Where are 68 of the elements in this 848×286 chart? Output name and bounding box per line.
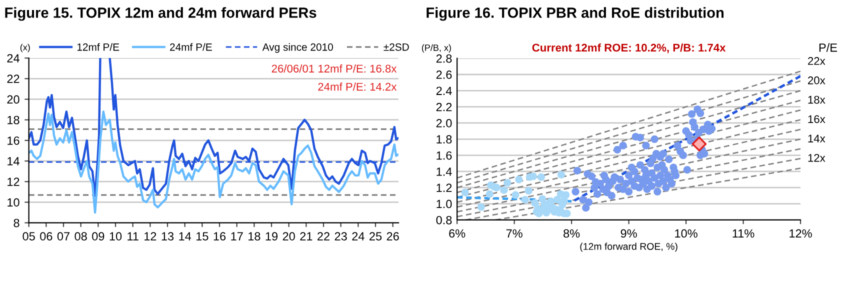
x-tick-label: 9% xyxy=(620,229,637,238)
y-tick-label: 1.8 xyxy=(436,135,452,144)
chart-title: Figure 16. TOPIX PBR and RoE distribution xyxy=(426,7,724,21)
x-tick-label: 08 xyxy=(74,232,87,240)
y-tick-label: 2.4 xyxy=(436,86,452,95)
y-tick-label: 10 xyxy=(8,198,20,207)
x-tick-label: 07 xyxy=(57,232,70,240)
x-tick-label: 10 xyxy=(110,232,122,240)
x-tick-label: 26 xyxy=(386,232,399,240)
series-label: 14x xyxy=(808,134,826,142)
y-axis-title: (x) xyxy=(20,44,30,52)
y-tick-label: 20 xyxy=(7,95,20,104)
y-tick-label: 24 xyxy=(7,54,20,62)
annotation: 26/06/01 12mf P/E: 16.8x xyxy=(272,64,397,73)
x-tick-label: 17 xyxy=(231,232,243,240)
x-tick-label: 11% xyxy=(732,229,754,238)
x-tick-label: 7% xyxy=(506,229,522,238)
chart-title: Figure 15. TOPIX 12m and 24m forward PERs xyxy=(5,7,316,21)
y-tick-label: 18 xyxy=(8,116,20,124)
y-tick-label: 1.4 xyxy=(436,168,452,176)
y-tick-label: 22 xyxy=(7,74,20,83)
y-tick-label: 8 xyxy=(14,218,20,228)
series-label: 18x xyxy=(808,96,826,104)
annotation: 24mf P/E: 14.2x xyxy=(318,82,397,91)
x-tick-label: 10% xyxy=(675,229,698,238)
y-axis-title: (P/B, x) xyxy=(422,44,451,53)
series-label: 12x xyxy=(808,154,826,162)
y-tick-label: 2.2 xyxy=(436,102,452,112)
x-tick-label: 05 xyxy=(22,232,35,240)
x-tick-label: 6% xyxy=(449,229,466,238)
y-tick-label: 1.0 xyxy=(436,200,452,208)
y-tick-label: 1.2 xyxy=(436,184,452,192)
x-tick-label: 25 xyxy=(370,232,382,240)
text: Current 12mf ROE: 10.2%, P/B: 1.74x xyxy=(532,43,726,54)
y-tick-label: 1.6 xyxy=(436,151,452,160)
x-tick-label: 23 xyxy=(334,232,347,240)
x-tick-label: 24 xyxy=(352,232,364,240)
x-axis-title: (12m forward ROE, %) xyxy=(580,242,678,252)
x-tick-label: 11 xyxy=(128,232,138,240)
y-tick-label: 12 xyxy=(8,178,20,186)
legend-label: 12mf P/E xyxy=(77,43,120,51)
x-tick-label: 12 xyxy=(144,232,156,240)
legend-label: ±2SD xyxy=(384,43,409,51)
series-label: 16x xyxy=(808,115,826,124)
legend-label: Avg since 2010 xyxy=(262,43,333,53)
x-tick-label: 8% xyxy=(564,229,580,238)
text: P/E xyxy=(819,43,837,52)
series-label: 20x xyxy=(808,76,826,84)
x-tick-label: 19 xyxy=(266,232,278,240)
x-tick-label: 18 xyxy=(248,232,260,240)
y-tick-label: 2.8 xyxy=(436,54,452,63)
y-tick-label: 14 xyxy=(8,157,20,166)
x-tick-label: 21 xyxy=(300,232,312,240)
y-tick-label: 16 xyxy=(8,136,20,145)
y-tick-label: 2.6 xyxy=(436,70,452,79)
x-tick-label: 13 xyxy=(162,232,174,240)
legend-label: 24mf P/E xyxy=(170,43,212,51)
x-tick-label: 14 xyxy=(179,232,192,240)
x-tick-label: 09 xyxy=(92,232,104,240)
x-tick-label: 15 xyxy=(196,232,208,240)
x-tick-label: 20 xyxy=(282,232,295,240)
x-tick-label: 12% xyxy=(790,229,812,238)
series-label: 22x xyxy=(808,57,826,65)
x-tick-label: 16 xyxy=(214,232,226,240)
y-tick-label: 0.8 xyxy=(436,216,452,224)
x-tick-label: 22 xyxy=(318,232,330,240)
y-tick-label: 2.0 xyxy=(436,119,452,128)
x-tick-label: 06 xyxy=(40,232,52,240)
